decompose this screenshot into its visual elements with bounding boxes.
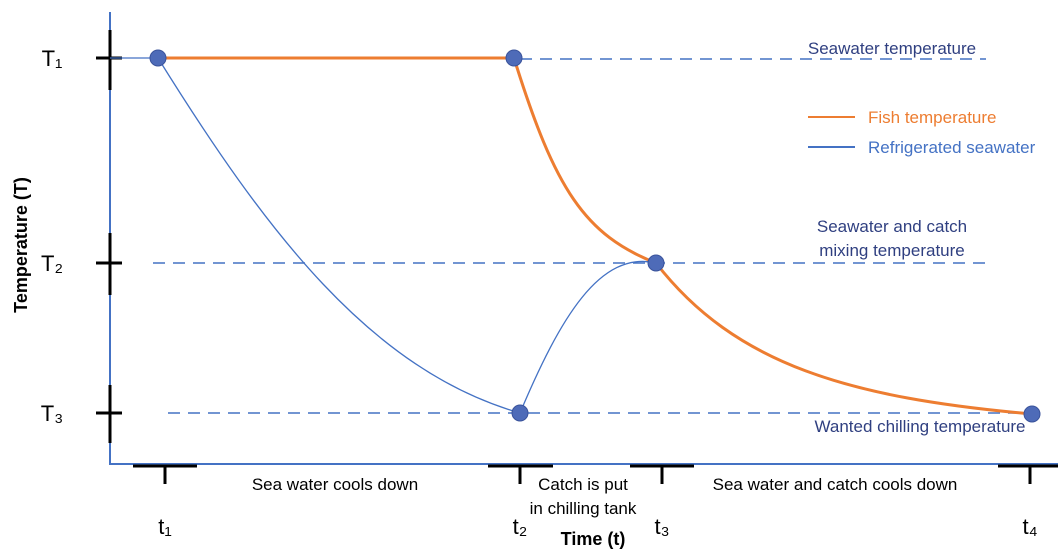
- legend-label-seawater: Refrigerated seawater: [868, 138, 1036, 157]
- x-axis-label: Time (t): [561, 529, 626, 549]
- label-chilling-temperature: Wanted chilling temperature: [814, 417, 1025, 436]
- x-tick-marks: [133, 464, 1058, 484]
- x-tick-t3: t₃: [654, 514, 669, 539]
- label-seawater-temperature: Seawater temperature: [808, 39, 976, 58]
- y-tick-T3: T₃: [41, 401, 63, 426]
- legend: Fish temperature Refrigerated seawater: [808, 108, 1036, 157]
- legend-label-fish: Fish temperature: [868, 108, 997, 127]
- series-fish-temperature: [158, 56, 1033, 416]
- label-mixing-line1: Seawater and catch: [817, 217, 967, 236]
- y-axis-label: Temperature (T): [11, 177, 31, 313]
- y-tick-marks: [96, 30, 122, 443]
- label-mixing-line2: mixing temperature: [819, 241, 965, 260]
- marker-t2-T1: [505, 49, 523, 67]
- x-tick-t1: t₁: [158, 514, 172, 539]
- x-tick-t2: t₂: [513, 514, 528, 539]
- marker-t4-T3: [1023, 405, 1041, 423]
- marker-t1-T1: [149, 49, 167, 67]
- x-tick-t4: t₄: [1022, 514, 1037, 539]
- series-refrigerated-seawater: [110, 57, 657, 414]
- marker-t3-T2: [647, 254, 665, 272]
- phase-label-sea-water-catch: Sea water and catch cools down: [713, 475, 958, 494]
- y-tick-T2: T₂: [41, 251, 63, 276]
- phase-label-sea-water-cools: Sea water cools down: [252, 475, 418, 494]
- y-tick-T1: T₁: [42, 46, 63, 71]
- point-markers: [149, 49, 1041, 423]
- marker-t2-T3: [511, 404, 529, 422]
- phase-label-catch-line1: Catch is put: [538, 475, 628, 494]
- reference-lines: [153, 58, 1030, 414]
- phase-label-catch-line2: in chilling tank: [530, 499, 637, 518]
